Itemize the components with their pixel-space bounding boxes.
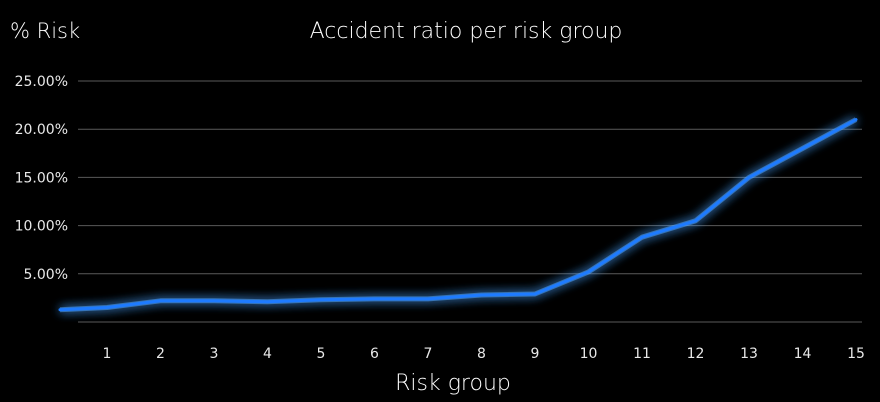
y-tick-label: 25.00% — [15, 74, 68, 90]
x-tick-label: 10 — [580, 346, 598, 362]
x-tick-label: 6 — [370, 346, 379, 362]
y-tick-label: 15.00% — [15, 170, 68, 186]
x-tick-label: 5 — [317, 346, 326, 362]
x-tick-label: 15 — [847, 346, 865, 362]
y-tick-label: 10.00% — [15, 219, 68, 235]
grid — [78, 80, 862, 323]
x-tick-label: 2 — [156, 346, 165, 362]
x-tick-label: 3 — [210, 346, 219, 362]
y-tick-label: 5.00% — [24, 267, 68, 283]
y-axis-ticks: 5.00% 10.00% 15.00% 20.00% 25.00% — [15, 74, 68, 283]
x-tick-label: 4 — [263, 346, 272, 362]
x-tick-label: 1 — [103, 346, 112, 362]
series-line — [58, 118, 858, 312]
x-tick-label: 8 — [477, 346, 486, 362]
x-tick-label: 11 — [633, 346, 651, 362]
chart-title: Accident ratio per risk group — [310, 19, 623, 44]
x-tick-label: 12 — [687, 346, 705, 362]
x-tick-label: 13 — [740, 346, 758, 362]
x-tick-label: 7 — [424, 346, 433, 362]
x-tick-label: 9 — [531, 346, 540, 362]
series-glow — [59, 117, 858, 313]
x-axis-label: Risk group — [395, 371, 511, 396]
y-axis-label: % Risk — [10, 19, 80, 43]
x-axis-ticks: 1 2 3 4 5 6 7 8 9 10 11 12 13 14 15 — [103, 346, 865, 362]
series — [58, 117, 858, 313]
y-tick-label: 20.00% — [15, 122, 68, 138]
x-tick-label: 14 — [794, 346, 812, 362]
